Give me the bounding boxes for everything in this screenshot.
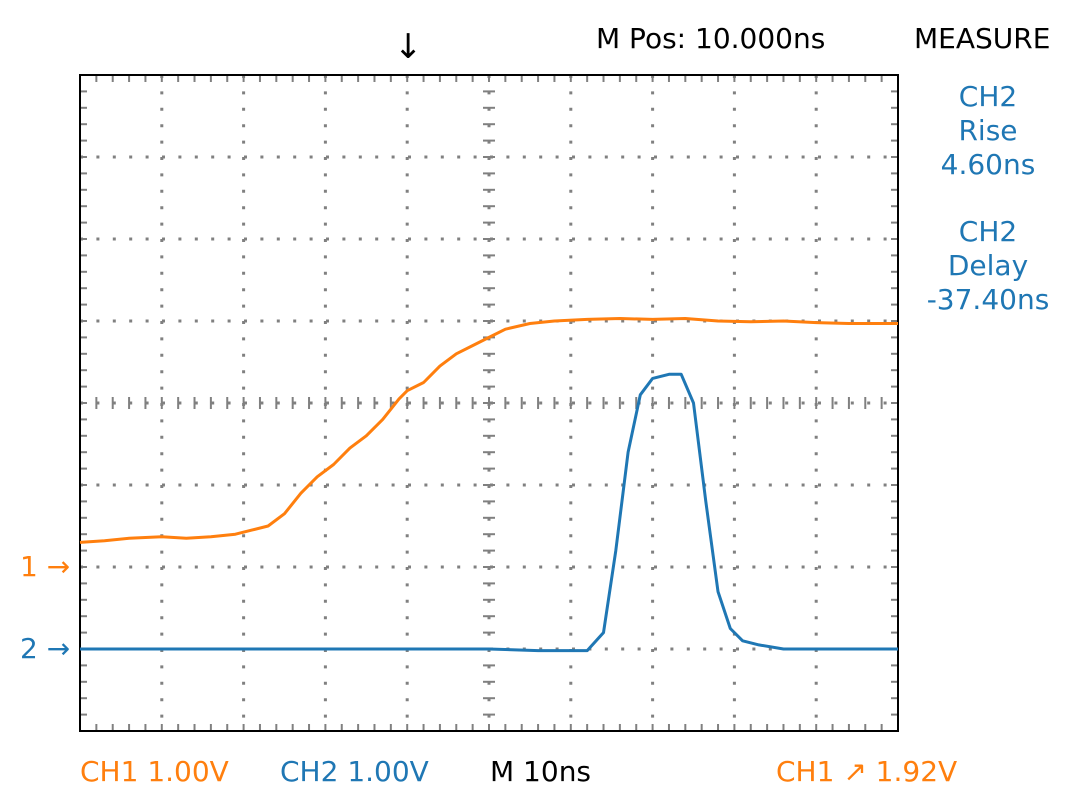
timebase: M 10ns [490, 755, 592, 788]
horizontal-position-readout: M Pos: 10.000ns [596, 22, 826, 55]
ch1-trace [79, 317, 898, 544]
measurement-type: Rise [958, 114, 1018, 147]
graticule [79, 74, 899, 732]
measurement-delay[interactable]: CH2 Delay -37.40ns [908, 215, 1068, 317]
measure-menu-title[interactable]: MEASURE [914, 22, 1051, 55]
measurement-value: 4.60ns [940, 148, 1036, 181]
ch2-ground-marker[interactable]: 2 → [20, 632, 71, 665]
ch1-scale: CH1 1.00V [80, 755, 229, 788]
ch2-scale: CH2 1.00V [280, 755, 429, 788]
measurement-channel: CH2 [958, 80, 1018, 113]
ch1-ground-marker[interactable]: 1 → [20, 550, 71, 583]
measurement-rise[interactable]: CH2 Rise 4.60ns [908, 80, 1068, 182]
measurement-type: Delay [947, 249, 1029, 282]
trigger-readout: CH1 ↗ 1.92V [776, 755, 958, 788]
measurement-value: -37.40ns [926, 283, 1050, 316]
measurement-channel: CH2 [958, 215, 1018, 248]
ch2-trace [80, 372, 898, 653]
trigger-position-marker: ↓ [394, 27, 423, 67]
plot-frame [79, 74, 899, 732]
